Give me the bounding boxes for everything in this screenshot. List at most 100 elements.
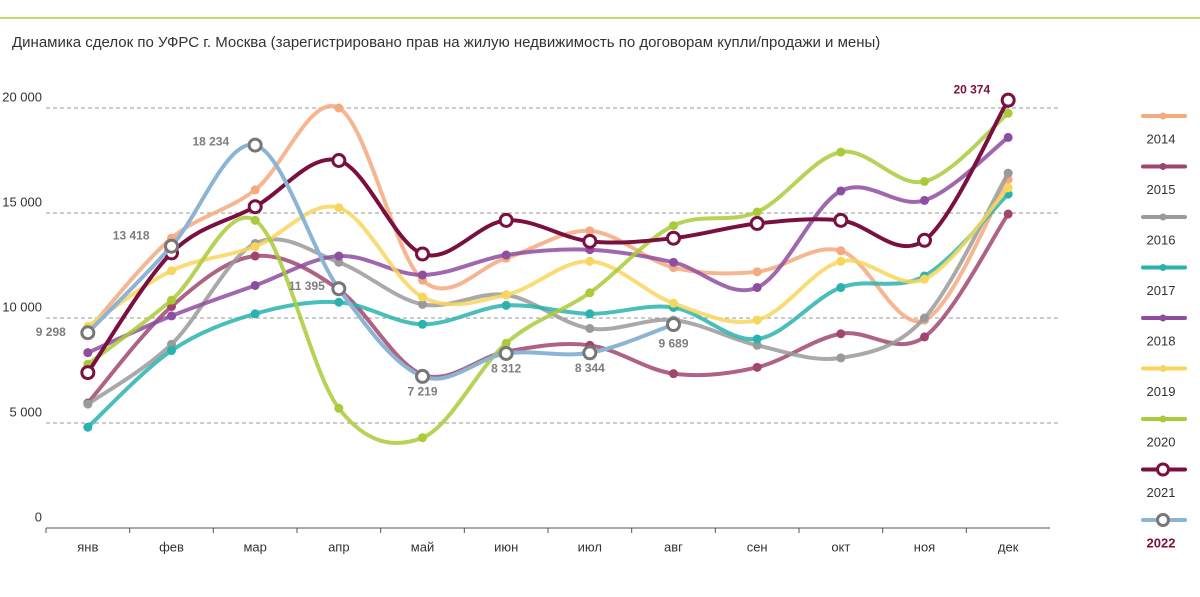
point-marker — [418, 270, 427, 280]
point-marker — [836, 329, 846, 339]
point-marker — [418, 292, 427, 302]
point-marker — [836, 186, 846, 196]
point-marker — [585, 288, 595, 298]
y-tick-label: 5 000 — [9, 404, 42, 419]
point-marker — [666, 317, 681, 333]
x-tick-label: июн — [494, 539, 518, 554]
y-tick-label: 15 000 — [2, 194, 42, 209]
point-marker — [418, 319, 427, 329]
chart-title: Динамика сделок по УФРС г. Москва (зарег… — [12, 34, 880, 51]
legend-label: 2015 — [1147, 182, 1176, 197]
series-line — [85, 98, 1011, 375]
legend-marker — [1159, 213, 1167, 221]
point-marker — [83, 399, 93, 409]
point-marker — [833, 212, 849, 228]
point-marker — [501, 290, 511, 300]
point-marker — [498, 212, 514, 228]
point-marker — [752, 267, 762, 277]
point-marker — [164, 238, 179, 254]
series-line — [85, 192, 1011, 430]
legend-label: 2019 — [1147, 384, 1176, 399]
point-marker — [920, 177, 929, 186]
data-label: 8 344 — [575, 361, 605, 375]
point-marker — [585, 256, 595, 266]
x-tick-label: май — [411, 539, 434, 554]
point-marker — [418, 299, 427, 309]
point-marker — [1003, 209, 1013, 219]
point-marker — [167, 346, 176, 356]
x-tick-label: янв — [77, 539, 98, 554]
point-marker — [80, 365, 96, 381]
point-marker — [80, 325, 96, 341]
point-marker — [415, 246, 430, 262]
y-tick-label: 10 000 — [2, 299, 42, 314]
point-marker — [250, 251, 260, 261]
point-marker — [1000, 92, 1016, 108]
legend-marker — [1159, 163, 1167, 170]
point-marker — [585, 324, 595, 333]
point-marker — [167, 339, 176, 349]
point-marker — [836, 147, 846, 157]
data-label: 11 395 — [289, 279, 325, 293]
point-marker — [582, 345, 598, 361]
point-marker — [83, 348, 93, 358]
point-marker — [836, 353, 846, 363]
data-label: 20 374 — [953, 82, 990, 96]
point-marker — [1003, 168, 1013, 178]
point-marker — [752, 362, 762, 372]
series-line — [85, 142, 676, 381]
series-line — [85, 185, 1011, 329]
point-marker — [250, 280, 260, 290]
point-marker — [752, 315, 762, 325]
x-tick-label: апр — [328, 539, 350, 554]
point-marker — [334, 103, 344, 113]
point-marker — [752, 207, 762, 217]
point-marker — [920, 195, 929, 205]
legend-marker — [1159, 112, 1167, 120]
point-marker — [334, 203, 344, 213]
legend-label: 2016 — [1147, 232, 1176, 247]
point-marker — [250, 215, 260, 225]
y-tick-label: 0 — [35, 509, 42, 524]
point-marker — [247, 137, 263, 153]
point-marker — [1003, 132, 1013, 142]
point-marker — [920, 274, 929, 284]
point-marker — [669, 221, 678, 231]
point-marker — [836, 246, 846, 256]
point-marker — [582, 233, 598, 249]
point-marker — [1003, 108, 1013, 118]
legend-marker — [1159, 314, 1167, 322]
point-marker — [498, 345, 514, 361]
point-marker — [415, 368, 430, 384]
point-marker — [167, 311, 176, 321]
point-marker — [669, 298, 678, 308]
point-marker — [585, 309, 595, 319]
point-marker — [334, 251, 344, 261]
point-marker — [669, 369, 678, 379]
point-marker — [917, 232, 932, 248]
legend-marker — [1159, 415, 1167, 423]
x-tick-label: ноя — [914, 539, 935, 554]
data-label: 18 234 — [192, 134, 229, 148]
point-marker — [920, 313, 929, 323]
point-marker — [752, 283, 762, 293]
point-marker — [334, 297, 344, 307]
x-tick-label: июл — [578, 539, 602, 554]
point-marker — [167, 295, 176, 305]
point-marker — [334, 257, 344, 267]
point-marker — [501, 338, 511, 348]
data-label: 13 418 — [113, 228, 150, 242]
legend-label: 2018 — [1147, 333, 1176, 348]
x-tick-label: сен — [747, 539, 768, 554]
point-marker — [250, 309, 260, 319]
point-marker — [752, 334, 762, 344]
x-tick-label: фев — [159, 539, 184, 554]
point-marker — [920, 332, 929, 342]
point-marker — [749, 216, 765, 231]
x-tick-label: авг — [664, 539, 683, 554]
point-marker — [836, 283, 846, 293]
point-marker — [501, 300, 511, 310]
data-label: 9 689 — [658, 337, 688, 351]
point-marker — [836, 256, 846, 266]
legend-marker — [1159, 365, 1167, 372]
